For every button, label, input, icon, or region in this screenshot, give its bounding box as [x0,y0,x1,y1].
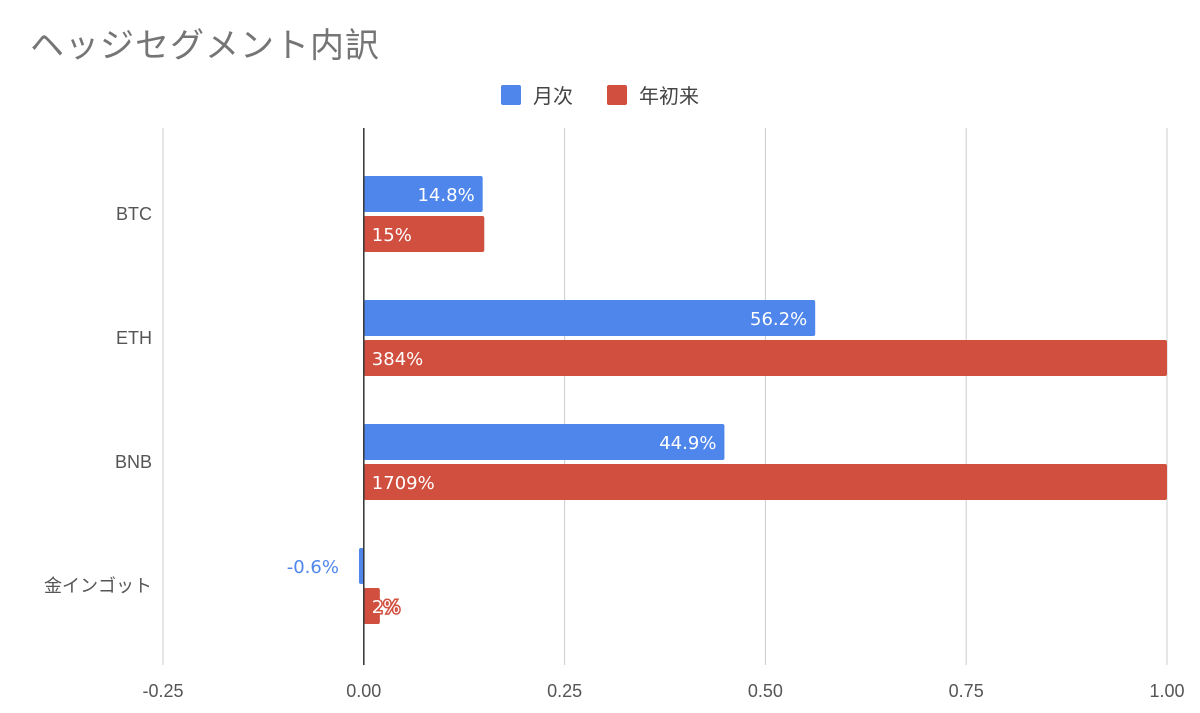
bar-monthly [358,548,364,584]
bar-monthly [363,300,816,336]
legend-swatch-ytd [607,84,627,105]
legend-item-monthly: 月次 [501,80,573,109]
category-label: BTC [116,204,152,224]
category-label: ETH [116,328,152,348]
data-label: 2% [372,597,401,618]
legend-swatch-monthly [501,84,521,105]
data-label: 1709% [372,473,435,494]
bar-ytd [363,464,1167,500]
legend-item-ytd: 年初来 [607,80,699,109]
data-label: 14.8% [417,185,474,206]
data-label: 15% [372,225,412,246]
chart-legend: 月次 年初来 [0,80,1200,109]
chart-title: ヘッジセグメント内訳 [30,26,380,66]
bar-ytd [363,216,485,252]
x-tick-label: 0.50 [748,681,783,701]
x-tick-label: 0.25 [547,681,582,701]
legend-label-monthly: 月次 [533,84,573,108]
data-label: 384% [372,349,423,370]
category-label: 金インゴット [44,576,152,596]
category-label: BNB [115,452,152,472]
bar-monthly [363,176,483,212]
x-tick-label: -0.25 [142,681,183,701]
data-label: -0.6% [287,557,339,578]
x-tick-label: 0.75 [949,681,984,701]
data-label: 44.9% [659,433,716,454]
x-tick-label: 0.00 [346,681,381,701]
data-label: 56.2% [750,309,807,330]
legend-label-ytd: 年初来 [639,84,699,108]
bar-ytd [363,340,1167,376]
bar-monthly [363,424,725,460]
x-tick-label: 1.00 [1149,681,1184,701]
bar-ytd [363,588,380,624]
